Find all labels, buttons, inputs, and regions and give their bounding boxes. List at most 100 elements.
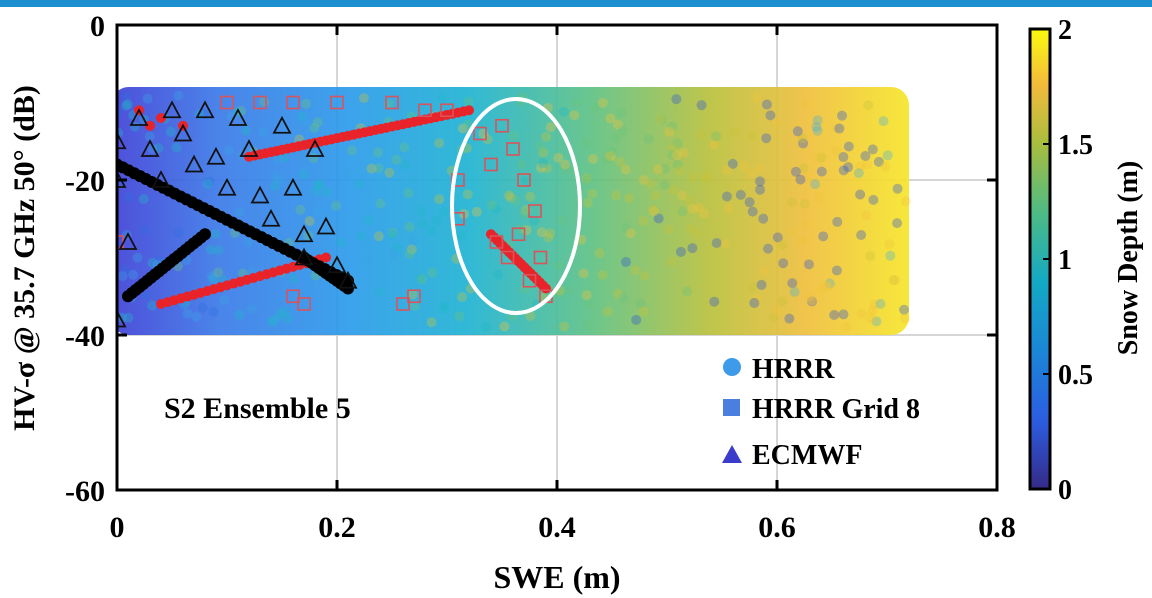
hrrr-texture-point bbox=[807, 296, 818, 307]
hrrr-texture-point bbox=[884, 239, 895, 250]
hrrr-texture-point bbox=[391, 154, 402, 165]
x-axis-label: SWE (m) bbox=[493, 559, 620, 595]
highlight-ellipse bbox=[450, 97, 582, 315]
hrrr-texture-point bbox=[612, 119, 623, 130]
hrrr-texture-point bbox=[648, 204, 659, 215]
hrrr-texture-point bbox=[875, 298, 886, 309]
hrrr-texture-point bbox=[746, 168, 757, 179]
hrrr-texture-point bbox=[588, 153, 599, 164]
hrrr-texture-point bbox=[730, 126, 741, 137]
hrrr-texture-point bbox=[288, 273, 299, 284]
hrrr-texture-point bbox=[868, 194, 879, 205]
hrrr-texture-point bbox=[354, 179, 365, 190]
hrrr-texture-point bbox=[342, 168, 353, 179]
hrrr-texture-point bbox=[682, 286, 693, 297]
hrrr-texture-point bbox=[814, 192, 825, 203]
hrrr-texture-point bbox=[602, 306, 613, 317]
top-accent-bar bbox=[0, 0, 1152, 7]
hrrr-point-cloud bbox=[117, 87, 909, 335]
hrrr-texture-point bbox=[869, 299, 880, 310]
ecmwf-point bbox=[294, 247, 314, 266]
legend-marker-hrrr-grid8 bbox=[723, 399, 740, 416]
hrrr-texture-point bbox=[234, 206, 245, 217]
hrrr-texture-point bbox=[871, 316, 882, 327]
hrrr-texture-point bbox=[885, 250, 896, 261]
hrrr-texture-point bbox=[761, 99, 772, 110]
ecmwf-point bbox=[173, 123, 193, 142]
hrrr-texture-point bbox=[438, 207, 449, 218]
hrrr-cloud-texture bbox=[117, 90, 911, 332]
hrrr-texture-point bbox=[122, 99, 133, 110]
hrrr-texture-point bbox=[557, 215, 568, 226]
ecmwf-point bbox=[327, 255, 347, 274]
hrrr-texture-point bbox=[571, 97, 582, 108]
hrrr-texture-point bbox=[625, 228, 636, 239]
legend-label-hrrr: HRRR bbox=[752, 354, 835, 385]
hrrr-texture-point bbox=[649, 206, 660, 217]
hrrr-texture-point bbox=[490, 204, 501, 215]
ecmwf-point bbox=[184, 154, 204, 173]
hrrr-grid8-point bbox=[396, 297, 410, 311]
hrrr-texture-point bbox=[147, 300, 158, 311]
hrrr-texture-point bbox=[778, 258, 789, 269]
hrrr-texture-point bbox=[832, 216, 843, 227]
hrrr-texture-point bbox=[675, 246, 686, 257]
hrrr-texture-point bbox=[834, 123, 845, 134]
hrrr-texture-point bbox=[604, 151, 615, 162]
hrrr-texture-point bbox=[816, 166, 827, 177]
hrrr-texture-point bbox=[336, 237, 347, 248]
hrrr-texture-point bbox=[455, 230, 466, 241]
hrrr-texture-point bbox=[645, 179, 656, 190]
y-tick-label: -60 bbox=[65, 475, 105, 508]
hrrr-texture-point bbox=[259, 96, 270, 107]
hrrr-texture-point bbox=[610, 133, 621, 144]
hrrr-texture-point bbox=[816, 285, 827, 296]
hrrr-texture-point bbox=[373, 231, 384, 242]
hrrr-texture-point bbox=[856, 308, 867, 319]
hrrr-grid8-point bbox=[297, 297, 311, 311]
hrrr-texture-point bbox=[672, 159, 683, 170]
hrrr-texture-point bbox=[454, 311, 465, 322]
axis-ticks bbox=[115, 23, 999, 492]
hrrr-grid8-point bbox=[440, 103, 454, 118]
hrrr-texture-point bbox=[309, 122, 320, 133]
hrrr-texture-point bbox=[301, 98, 312, 109]
hrrr-texture-point bbox=[721, 165, 732, 176]
hrrr-texture-point bbox=[800, 99, 811, 110]
hrrr-texture-point bbox=[727, 158, 738, 169]
hrrr-grid8-point bbox=[385, 95, 399, 110]
y-tick-label: -20 bbox=[65, 165, 105, 198]
hrrr-texture-point bbox=[721, 191, 732, 202]
x-tick-labels: 0 0.2 0.4 0.6 0.8 bbox=[110, 511, 1016, 544]
hrrr-texture-point bbox=[182, 308, 193, 319]
hrrr-texture-point bbox=[655, 114, 666, 125]
hrrr-texture-point bbox=[525, 191, 536, 202]
legend-label-hrrr-grid8: HRRR Grid 8 bbox=[752, 394, 920, 425]
hrrr-texture-point bbox=[545, 228, 556, 239]
hrrr-texture-point bbox=[173, 227, 184, 238]
hrrr-texture-point bbox=[511, 195, 522, 206]
x-tick-label: 0.6 bbox=[758, 511, 796, 544]
hrrr-texture-point bbox=[519, 208, 530, 219]
hrrr-texture-point bbox=[558, 106, 569, 117]
hrrr-grid8-point bbox=[286, 95, 300, 110]
hrrr-grid8-points bbox=[117, 95, 553, 311]
hrrr-texture-point bbox=[787, 278, 798, 289]
hrrr-texture-point bbox=[735, 189, 746, 200]
hrrr-grid8-point bbox=[495, 118, 509, 133]
hrrr-texture-point bbox=[564, 284, 575, 295]
hrrr-texture-point bbox=[403, 188, 414, 199]
hrrr-texture-point bbox=[843, 162, 854, 173]
hrrr-texture-point bbox=[578, 268, 589, 279]
hrrr-texture-point bbox=[865, 313, 876, 324]
ecmwf-point bbox=[316, 216, 336, 235]
ecmwf-point bbox=[272, 115, 292, 134]
hrrr-texture-point bbox=[191, 311, 202, 322]
hrrr-texture-point bbox=[482, 134, 493, 145]
hrrr-texture-point bbox=[210, 229, 221, 240]
hrrr-texture-point bbox=[709, 139, 720, 150]
hrrr-texture-point bbox=[117, 271, 128, 282]
hrrr-texture-point bbox=[751, 293, 762, 304]
hrrr-texture-point bbox=[830, 145, 841, 156]
hrrr-texture-point bbox=[541, 163, 552, 174]
